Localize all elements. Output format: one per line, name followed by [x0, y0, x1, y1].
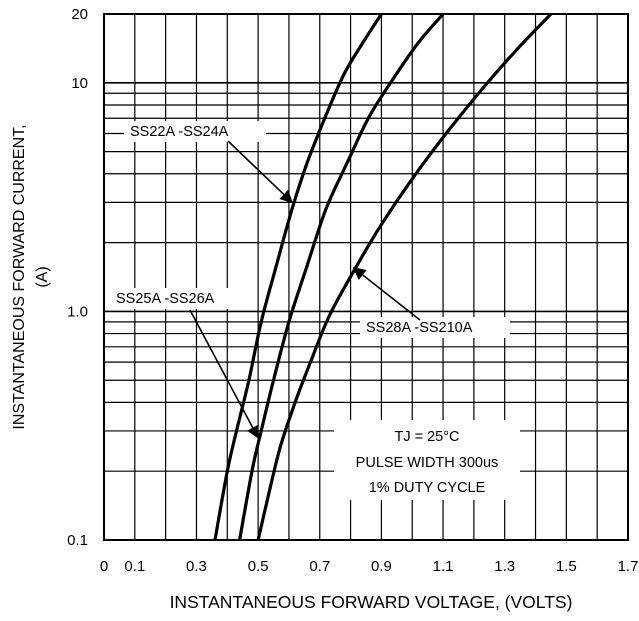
annotation-label-bg — [110, 288, 248, 309]
conditions-line: TJ = 25°C — [394, 429, 459, 445]
x-tick-label: 0.7 — [309, 558, 330, 575]
conditions-line: 1% DUTY CYCLE — [369, 480, 486, 496]
annotation-label: SS25A -SS26A — [116, 291, 215, 307]
x-axis-label: INSTANTANEOUS FORWARD VOLTAGE, (VOLTS) — [170, 592, 573, 612]
series-line-2 — [238, 14, 445, 540]
annotation-layer: SS22A -SS24A SS25A -SS26A SS28A -SS210A TJ … — [110, 121, 520, 500]
y-tick-label: 1.0 — [67, 303, 88, 320]
y-tick-label: 20 — [71, 6, 88, 23]
plot-frame — [103, 13, 629, 541]
x-tick-label: 0 — [100, 558, 108, 575]
series-line-1 — [213, 14, 383, 540]
annotation-label-bg — [124, 121, 266, 142]
x-tick-label: 0.5 — [248, 558, 269, 575]
x-tick-label: 0.3 — [186, 558, 207, 575]
x-tick-label: 1.1 — [433, 558, 454, 575]
conditions-line: PULSE WIDTH 300us — [356, 455, 499, 471]
y-axis-label-line1: INSTANTANEOUS FORWARD CURRENT, — [11, 124, 28, 429]
annotation-arrow — [227, 140, 293, 204]
annotation-label: SS28A -SS210A — [366, 320, 473, 336]
ticks-layer: 0 0.1 0.3 0.5 0.7 0.9 1.1 1.3 1.5 1.7 0.1 1.0 10 20 — [67, 6, 638, 575]
x-tick-label: 1.3 — [494, 558, 515, 575]
annotation-label: SS22A -SS24A — [130, 124, 229, 140]
y-tick-label: 10 — [71, 75, 88, 92]
x-tick-label: 0.9 — [371, 558, 392, 575]
y-tick-label: 0.1 — [67, 532, 88, 549]
annotation-arrow — [352, 267, 421, 321]
x-tick-label: 1.5 — [556, 558, 577, 575]
y-axis-label-line2: (A) — [34, 266, 51, 287]
x-tick-label: 0.1 — [124, 558, 145, 575]
x-tick-label: 1.7 — [618, 558, 639, 575]
annotation-label-bg — [360, 317, 510, 338]
conditions-box — [334, 420, 520, 500]
annotation-arrow — [189, 309, 259, 439]
